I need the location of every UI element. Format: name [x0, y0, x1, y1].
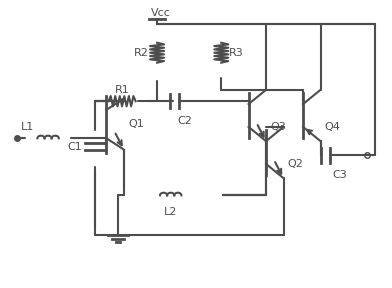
Text: R3: R3 [229, 48, 244, 58]
Text: Q4: Q4 [325, 122, 340, 132]
Text: Q2: Q2 [287, 159, 303, 169]
Text: Q3: Q3 [270, 122, 286, 132]
Text: L1: L1 [21, 122, 34, 132]
Text: C2: C2 [178, 116, 193, 126]
Text: C3: C3 [333, 170, 347, 180]
Text: L2: L2 [164, 207, 178, 217]
Text: Q1: Q1 [128, 119, 143, 129]
Text: R2: R2 [134, 48, 149, 58]
Text: R1: R1 [115, 85, 129, 95]
Text: C1: C1 [67, 142, 82, 152]
Text: Vcc: Vcc [151, 8, 171, 18]
